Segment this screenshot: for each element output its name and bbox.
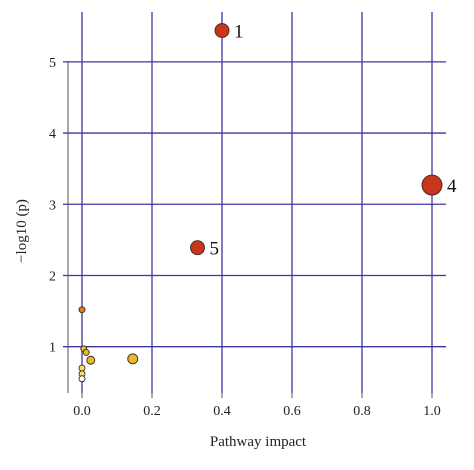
data-point bbox=[78, 306, 86, 314]
point-label: 4 bbox=[447, 176, 457, 197]
data-point bbox=[78, 364, 86, 372]
data-point bbox=[82, 348, 90, 356]
data-point bbox=[214, 23, 230, 38]
data-point bbox=[190, 240, 205, 256]
x-axis-label: Pathway impact bbox=[210, 434, 307, 450]
data-point bbox=[86, 355, 96, 365]
grid-lines bbox=[63, 12, 446, 393]
data-point bbox=[78, 375, 86, 383]
x-tick-label: 0.2 bbox=[143, 404, 161, 419]
point-label: 5 bbox=[210, 239, 220, 260]
x-tick-label: 0.6 bbox=[283, 404, 301, 419]
x-tick-label: 0.0 bbox=[73, 404, 91, 419]
data-points bbox=[78, 23, 443, 383]
y-axis-label: −log10 (p) bbox=[14, 199, 30, 263]
y-tick-label: 2 bbox=[49, 269, 56, 284]
point-label: 1 bbox=[234, 22, 244, 43]
y-tick-label: 1 bbox=[49, 341, 56, 356]
x-tick-label: 0.4 bbox=[213, 404, 231, 419]
y-tick-label: 5 bbox=[49, 56, 56, 71]
x-tick-label: 1.0 bbox=[423, 404, 441, 419]
tick-labels: 0.0 0.2 0.4 0.6 0.8 1.0 1 2 3 4 5 bbox=[49, 56, 441, 419]
axes bbox=[67, 60, 433, 398]
x-tick-label: 0.8 bbox=[353, 404, 371, 419]
y-tick-label: 4 bbox=[49, 127, 56, 142]
data-point bbox=[127, 353, 139, 365]
point-labels: 1 4 5 bbox=[210, 22, 458, 260]
data-point bbox=[421, 174, 443, 196]
y-tick-label: 3 bbox=[49, 198, 56, 213]
